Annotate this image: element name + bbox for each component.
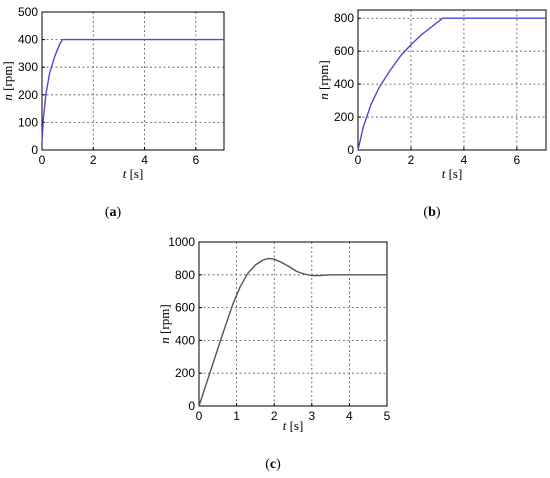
x-tick-label: 0 (196, 409, 203, 423)
panel-caption: (c) (265, 457, 281, 472)
y-tick-label: 800 (334, 11, 354, 25)
x-axis-unit: [s] (126, 166, 143, 181)
panel-caption: (a) (105, 205, 122, 220)
x-tick-label: 6 (192, 153, 199, 167)
x-tick-label: 0 (355, 153, 362, 167)
y-tick-label: 0 (31, 143, 38, 157)
y-axis-label: n [rpm] (157, 304, 172, 343)
y-tick-label: 400 (18, 33, 38, 47)
x-tick-label: 0 (39, 153, 46, 167)
plot-area (42, 12, 224, 150)
x-tick-label: 4 (141, 153, 148, 167)
y-axis-label: n [rpm] (0, 61, 15, 100)
y-tick-label: 500 (18, 5, 38, 19)
x-axis-unit: [s] (286, 418, 303, 433)
y-tick-label: 800 (175, 268, 195, 282)
y-axis-var: n (316, 93, 331, 100)
panel-caption: (b) (423, 205, 440, 220)
plot-frame (357, 9, 547, 151)
x-axis-var: t (123, 166, 127, 181)
y-tick-label: 200 (334, 110, 354, 124)
plot-frame (198, 241, 388, 407)
y-tick-label: 1000 (168, 235, 195, 249)
y-tick-label: 100 (18, 115, 38, 129)
y-tick-label: 300 (18, 60, 38, 74)
x-axis-var: t (283, 418, 287, 433)
chart-c: 0 1 2 3 4 5 0 200 400 600 800 1000 t [s] n [rpm] (c) (157, 235, 391, 472)
y-tick-label: 0 (347, 143, 354, 157)
y-tick-label: 600 (175, 301, 195, 315)
x-tick-label: 2 (90, 153, 97, 167)
y-tick-label: 400 (334, 77, 354, 91)
x-tick-label: 3 (308, 409, 315, 423)
x-tick-label: 6 (514, 153, 521, 167)
x-axis-unit: [s] (445, 166, 462, 181)
y-axis-label: n [rpm] (316, 60, 331, 99)
x-tick-label: 2 (271, 409, 278, 423)
y-axis-unit: [rpm] (157, 304, 172, 337)
series-line (198, 257, 387, 407)
x-axis-label: t [s] (442, 166, 463, 181)
x-tick-label: 5 (384, 409, 391, 423)
y-tick-label: 600 (334, 44, 354, 58)
x-axis-var: t (442, 166, 446, 181)
series-line (41, 38, 224, 142)
y-axis-unit: [rpm] (316, 60, 331, 93)
y-tick-label: 400 (175, 333, 195, 347)
y-axis-var: n (0, 94, 15, 101)
y-tick-label: 200 (175, 366, 195, 380)
x-tick-label: 4 (461, 153, 468, 167)
chart-a: 0 2 4 6 0 100 200 300 400 500 t [s] n [rpm] (a) (0, 5, 225, 220)
y-tick-label: 200 (18, 88, 38, 102)
x-tick-label: 4 (346, 409, 353, 423)
y-axis-var: n (157, 337, 172, 344)
series-line (357, 17, 546, 151)
x-axis-label: t [s] (123, 166, 144, 181)
y-axis-unit: [rpm] (0, 61, 15, 94)
plot-area (199, 242, 387, 406)
y-tick-label: 0 (188, 399, 195, 413)
plot-area (358, 10, 546, 150)
chart-b: 0 2 4 6 0 200 400 600 800 t [s] n [rpm] (b) (316, 9, 547, 220)
plot-frame (41, 11, 225, 151)
x-tick-label: 2 (408, 153, 415, 167)
x-axis-label: t [s] (283, 418, 304, 433)
x-tick-label: 1 (233, 409, 240, 423)
